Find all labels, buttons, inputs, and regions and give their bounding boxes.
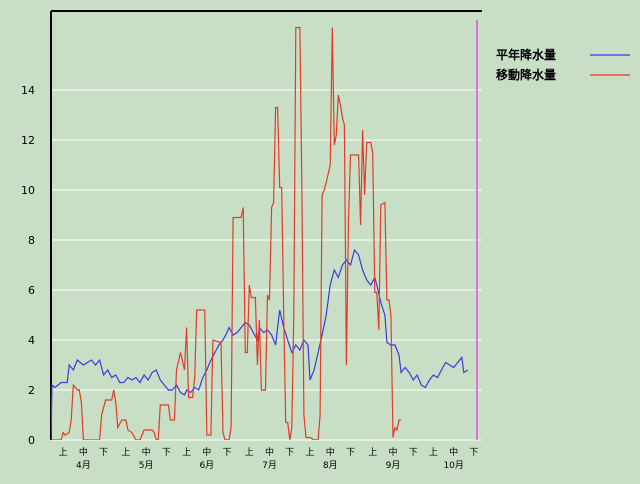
x-tick-label: 中: [202, 446, 211, 458]
x-tick-label: 上: [429, 447, 438, 458]
x-tick-label: 下: [162, 448, 171, 458]
x-tick-label: 中: [265, 446, 274, 458]
series-line-1: [51, 26, 402, 440]
x-tick-label: 上: [121, 447, 130, 458]
y-tick-label: 2: [28, 384, 35, 397]
x-tick-label: 下: [469, 448, 478, 458]
x-tick-label: 上: [368, 447, 377, 458]
month-label: 6月: [199, 460, 214, 471]
x-tick-label: 上: [59, 447, 68, 458]
x-tick-label: 下: [285, 448, 294, 458]
x-tick-label: 中: [142, 446, 151, 458]
x-tick-label: 下: [99, 448, 108, 458]
x-tick-label: 中: [388, 446, 397, 458]
x-tick-label: 下: [409, 448, 418, 458]
x-tick-label: 上: [245, 447, 254, 458]
x-tick-label: 中: [79, 446, 88, 458]
month-label: 7月: [262, 460, 277, 471]
legend-label-0: 平年降水量: [496, 47, 556, 62]
y-tick-label: 8: [28, 234, 35, 247]
x-tick-label: 中: [449, 446, 458, 458]
x-tick-label: 下: [346, 448, 355, 458]
series-line-0: [51, 248, 469, 440]
x-tick-label: 上: [182, 447, 191, 458]
month-label: 9月: [386, 460, 401, 471]
month-label: 8月: [323, 460, 338, 471]
y-tick-label: 14: [21, 84, 35, 97]
y-tick-label: 12: [21, 134, 35, 147]
month-label: 4月: [76, 460, 91, 471]
month-label: 10月: [443, 460, 463, 471]
y-tick-label: 4: [28, 334, 35, 347]
y-tick-label: 6: [28, 284, 35, 297]
y-tick-label: 0: [28, 434, 35, 447]
y-tick-label: 10: [21, 184, 35, 197]
x-tick-label: 中: [326, 446, 335, 458]
x-tick-label: 上: [305, 447, 314, 458]
month-label: 5月: [139, 460, 154, 471]
legend-label-1: 移動降水量: [496, 67, 556, 82]
x-tick-label: 下: [223, 448, 232, 458]
